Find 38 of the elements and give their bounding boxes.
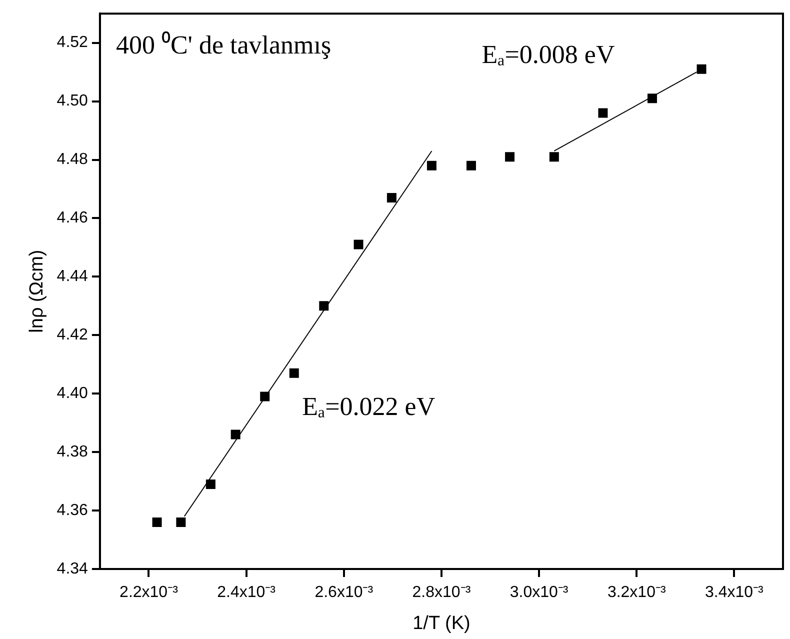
point [289,368,299,378]
annotation: Eₐ=0.022 eV [302,392,436,421]
text: 400 ⁰C' de tavlanmış [116,30,332,60]
y-tick-label: 4.34 [56,560,88,578]
point [206,479,216,489]
point [152,517,162,527]
y-tick-label: 4.44 [56,268,88,286]
y-tick-label: 4.52 [56,34,88,52]
point [176,517,186,527]
y-tick-label: 4.36 [56,502,88,519]
point [549,152,559,162]
point [386,193,396,202]
annotation: Eₐ=0.008 eV [482,40,615,70]
point [696,64,706,74]
y-axis-title: lnρ (Ωcm) [26,250,48,333]
x-tick-label: 3.0x10⁻³ [510,584,569,602]
y-tick-label: 4.50 [56,92,88,110]
x-tick-label: 2.6x10⁻³ [314,584,374,602]
x-axis-title: 1/T (K) [412,612,470,634]
y-tick-label: 4.42 [56,326,88,344]
point [319,301,329,311]
x-tick-label: 3.4x10⁻³ [705,584,764,602]
x-tick-label: 3.2x10⁻³ [607,584,666,602]
point [260,392,270,402]
y-tick-label: 4.46 [56,210,88,227]
x-tick-label: 2.2x10⁻³ [120,584,179,602]
y-tick-label: 4.48 [56,151,88,168]
point [466,160,476,170]
point [354,240,364,250]
point [598,108,608,118]
x-tick-label: 2.4x10⁻³ [217,584,276,602]
point [426,160,436,170]
x-tick-label: 2.8x10⁻³ [412,584,472,602]
y-tick-label: 4.40 [56,385,88,402]
point [648,94,657,104]
y-tick-label: 4.38 [56,443,88,460]
point [505,152,515,162]
point [230,430,240,440]
